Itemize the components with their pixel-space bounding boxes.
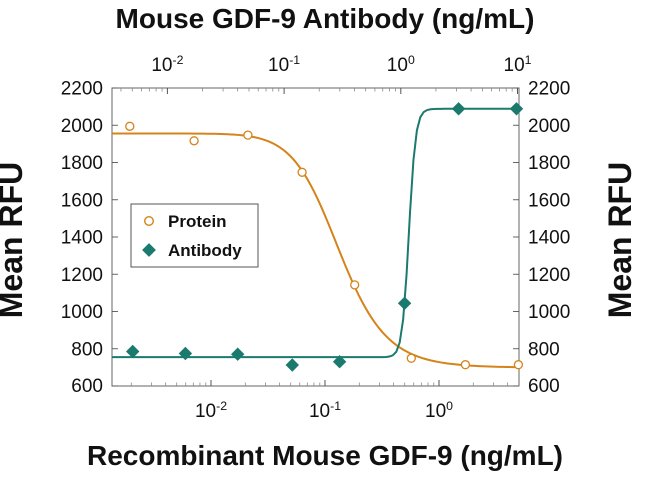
svg-text:1000: 1000 — [61, 302, 103, 323]
svg-text:Protein: Protein — [168, 212, 227, 231]
svg-text:1000: 1000 — [528, 302, 570, 323]
svg-text:2200: 2200 — [61, 79, 103, 100]
svg-text:1600: 1600 — [61, 190, 103, 211]
svg-text:Mean RFU: Mean RFU — [602, 162, 638, 318]
svg-text:2200: 2200 — [528, 79, 570, 100]
svg-text:1400: 1400 — [528, 228, 570, 249]
svg-text:1200: 1200 — [61, 265, 103, 286]
svg-text:600: 600 — [71, 376, 103, 397]
svg-text:1800: 1800 — [528, 153, 570, 174]
svg-text:1400: 1400 — [61, 228, 103, 249]
svg-text:1600: 1600 — [528, 190, 570, 211]
svg-text:Recombinant Mouse GDF-9 (ng/mL: Recombinant Mouse GDF-9 (ng/mL) — [87, 440, 563, 471]
svg-text:2000: 2000 — [61, 116, 103, 137]
svg-text:800: 800 — [71, 339, 103, 360]
svg-text:1800: 1800 — [61, 153, 103, 174]
svg-text:800: 800 — [528, 339, 560, 360]
svg-text:2000: 2000 — [528, 116, 570, 137]
svg-text:Antibody: Antibody — [168, 241, 242, 260]
svg-text:600: 600 — [528, 376, 560, 397]
svg-text:Mean RFU: Mean RFU — [0, 162, 29, 318]
svg-text:Mouse GDF-9 Antibody (ng/mL): Mouse GDF-9 Antibody (ng/mL) — [116, 3, 535, 34]
svg-text:1200: 1200 — [528, 265, 570, 286]
